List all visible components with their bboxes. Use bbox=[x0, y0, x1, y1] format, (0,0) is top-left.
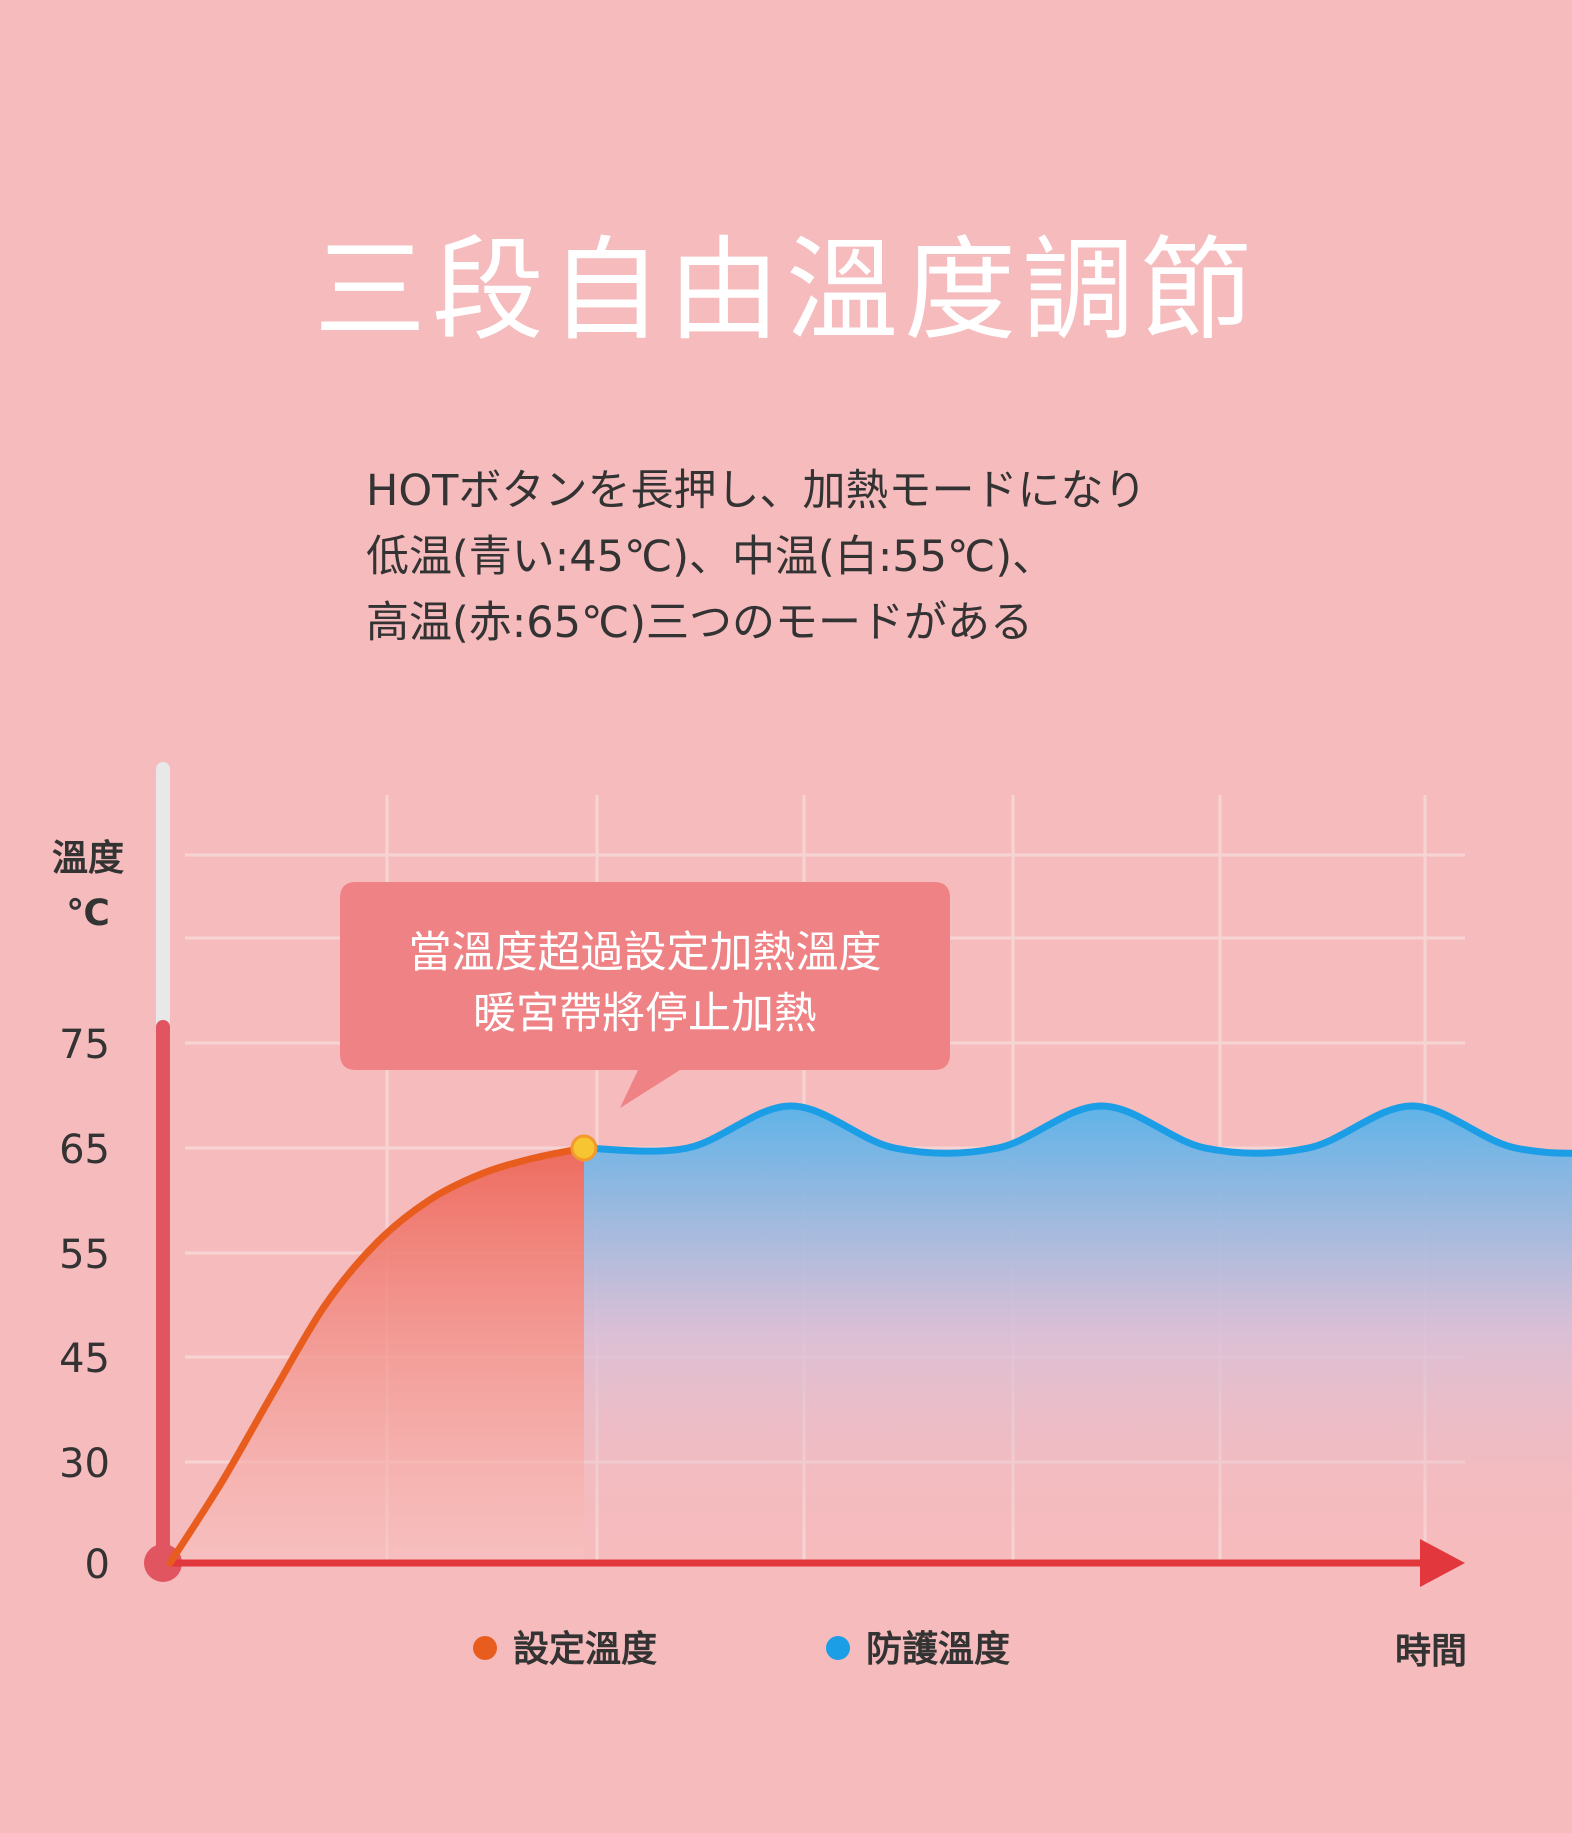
y-tick-label: 45 bbox=[59, 1336, 110, 1382]
description-line: 高温(赤:65℃)三つのモードがある bbox=[366, 598, 1034, 648]
legend-marker bbox=[826, 1636, 850, 1660]
junction-point bbox=[570, 1134, 598, 1162]
callout: 當溫度超過設定加熱溫度 暖宮帶將停止加熱 bbox=[340, 882, 950, 1108]
y-tick-label: 75 bbox=[59, 1022, 110, 1068]
callout-line: 暖宮帶將停止加熱 bbox=[473, 989, 817, 1039]
legend-label: 防護溫度 bbox=[866, 1629, 1010, 1670]
y-axis-label: 溫度 bbox=[52, 838, 124, 879]
x-axis-label: 時間 bbox=[1395, 1631, 1467, 1672]
set-temp-line bbox=[166, 1144, 588, 1567]
x-axis-arrow bbox=[1420, 1539, 1465, 1587]
y-tick-label: 0 bbox=[85, 1542, 110, 1588]
y-tick-label: 55 bbox=[59, 1232, 110, 1278]
page-title: 三段自由溫度調節 bbox=[314, 226, 1258, 356]
y-tick-label: 30 bbox=[59, 1441, 110, 1487]
legend-marker bbox=[473, 1636, 497, 1660]
thermometer-fill bbox=[156, 1020, 170, 1580]
y-tick-label: 65 bbox=[59, 1127, 110, 1173]
description-line: 低温(青い:45℃)、中温(白:55℃)、 bbox=[366, 532, 1056, 582]
legend-label: 設定溫度 bbox=[513, 1629, 657, 1670]
callout-bubble bbox=[340, 882, 950, 1108]
protect-temp-area bbox=[584, 1106, 1572, 1563]
thermometer-axis bbox=[144, 762, 182, 1582]
protect-temp-line bbox=[580, 1102, 1572, 1157]
description-line: HOTボタンを長押し、加熱モードになり bbox=[366, 466, 1147, 516]
set-temp-area bbox=[170, 1148, 584, 1563]
description: HOTボタンを長押し、加熱モードになり 低温(青い:45℃)、中温(白:55℃)… bbox=[366, 458, 1146, 656]
callout-line: 當溫度超過設定加熱溫度 bbox=[409, 928, 882, 978]
y-axis-label: ℃ bbox=[66, 893, 110, 934]
